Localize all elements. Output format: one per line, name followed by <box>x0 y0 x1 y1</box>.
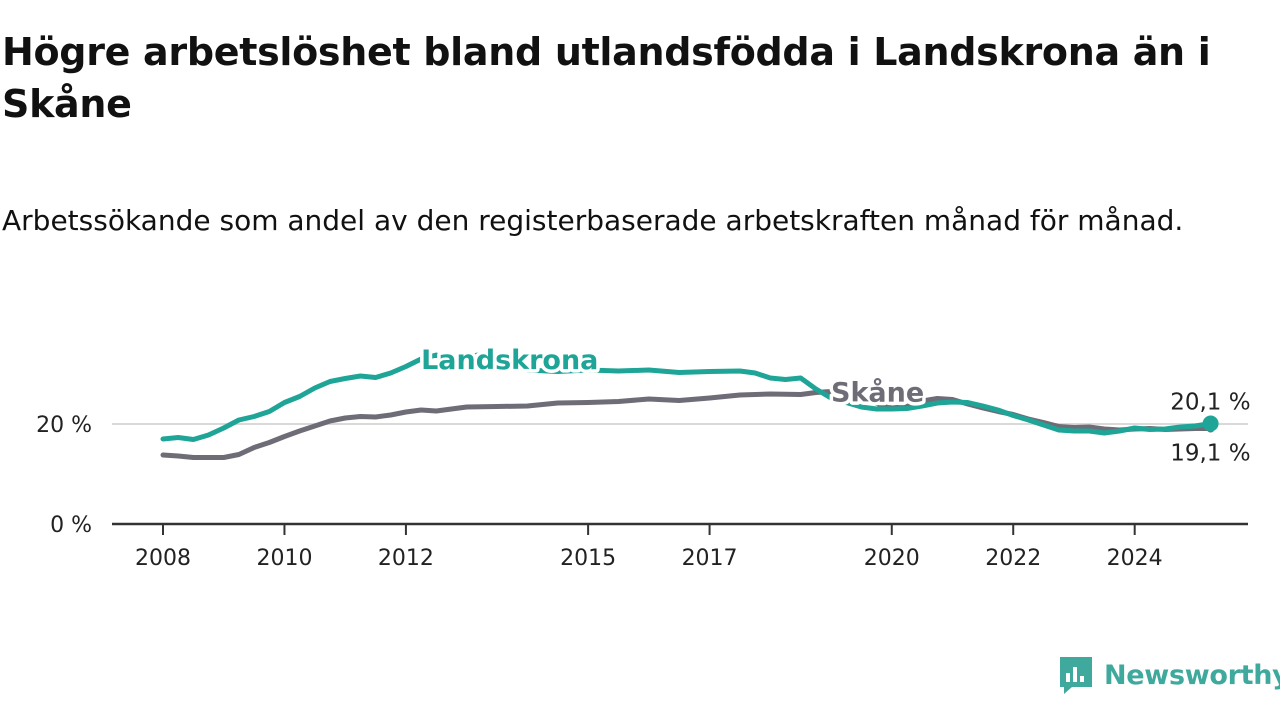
x-tick-label: 2012 <box>378 546 434 571</box>
series-label-skane: Skåne <box>831 377 924 409</box>
chart-title: Högre arbetslöshet bland utlandsfödda i … <box>2 30 1211 126</box>
x-tick-label: 2008 <box>135 546 191 571</box>
series-label-landskrona: Landskrona <box>421 345 598 376</box>
chart-subtitle: Arbetssökande som andel av den registerb… <box>2 204 1184 237</box>
end-label-landskrona: 20,1 % <box>1170 390 1250 416</box>
series-line-landskrona <box>160 351 1214 442</box>
x-tick-label: 2015 <box>560 546 616 571</box>
series-line-skane <box>160 389 1214 460</box>
x-tick-label: 2024 <box>1107 546 1163 571</box>
y-tick-label: 20 % <box>36 413 92 438</box>
x-tick-label: 2017 <box>682 546 738 571</box>
newsworthy-logo-icon <box>1060 657 1092 694</box>
x-tick-label: 2022 <box>985 546 1041 571</box>
end-dot-landskrona <box>1202 415 1219 432</box>
x-tick-label: 2020 <box>864 546 920 571</box>
x-tick-label: 2010 <box>256 546 312 571</box>
brand-logo: Newsworthy <box>1058 654 1280 696</box>
y-tick-label: 0 % <box>50 513 92 538</box>
end-label-skane: 19,1 % <box>1170 441 1250 467</box>
brand-name: Newsworthy <box>1104 659 1280 691</box>
